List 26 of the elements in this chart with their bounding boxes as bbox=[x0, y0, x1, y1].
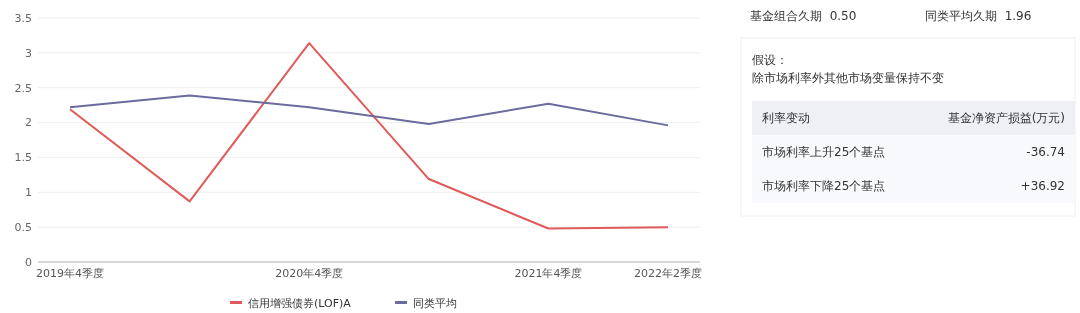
x-tick-label: 2020年4季度 bbox=[275, 267, 344, 280]
line-series bbox=[69, 42, 669, 230]
text: 利率变动 bbox=[762, 111, 810, 126]
y-tick-label: 2 bbox=[25, 116, 32, 130]
line-series bbox=[69, 94, 669, 127]
y-tick-label: 0.5 bbox=[14, 220, 32, 234]
legend-label: 同类平均 bbox=[413, 296, 457, 310]
text: 除市场利率外其他市场变量保持不变 bbox=[752, 71, 944, 86]
x-tick-label: 2021年4季度 bbox=[514, 267, 583, 280]
y-tick-label: 3.5 bbox=[14, 11, 32, 25]
text: -36.74 bbox=[1026, 145, 1065, 160]
x-tick-label: 2019年4季度 bbox=[36, 267, 104, 280]
text: 基金组合久期 0.50 bbox=[750, 9, 857, 24]
text: 基金净资产损益(万元) bbox=[947, 111, 1065, 126]
text: 假设： bbox=[752, 53, 788, 68]
legend-label: 信用增强债券(LOF)A bbox=[248, 296, 352, 310]
category-label: 市场利率上升25个基点 bbox=[762, 145, 886, 160]
text: +36.92 bbox=[1020, 179, 1065, 194]
y-tick-label: 0 bbox=[25, 255, 32, 269]
y-tick-label: 3 bbox=[25, 46, 32, 60]
y-tick-label: 1.5 bbox=[14, 151, 32, 165]
category-label: 市场利率下降25个基点 bbox=[762, 179, 886, 194]
y-tick-label: 1 bbox=[25, 186, 32, 200]
y-tick-label: 2.5 bbox=[14, 81, 32, 95]
x-tick-label: 2022年2季度 bbox=[634, 267, 702, 280]
text: 同类平均久期 1.96 bbox=[925, 9, 1032, 24]
